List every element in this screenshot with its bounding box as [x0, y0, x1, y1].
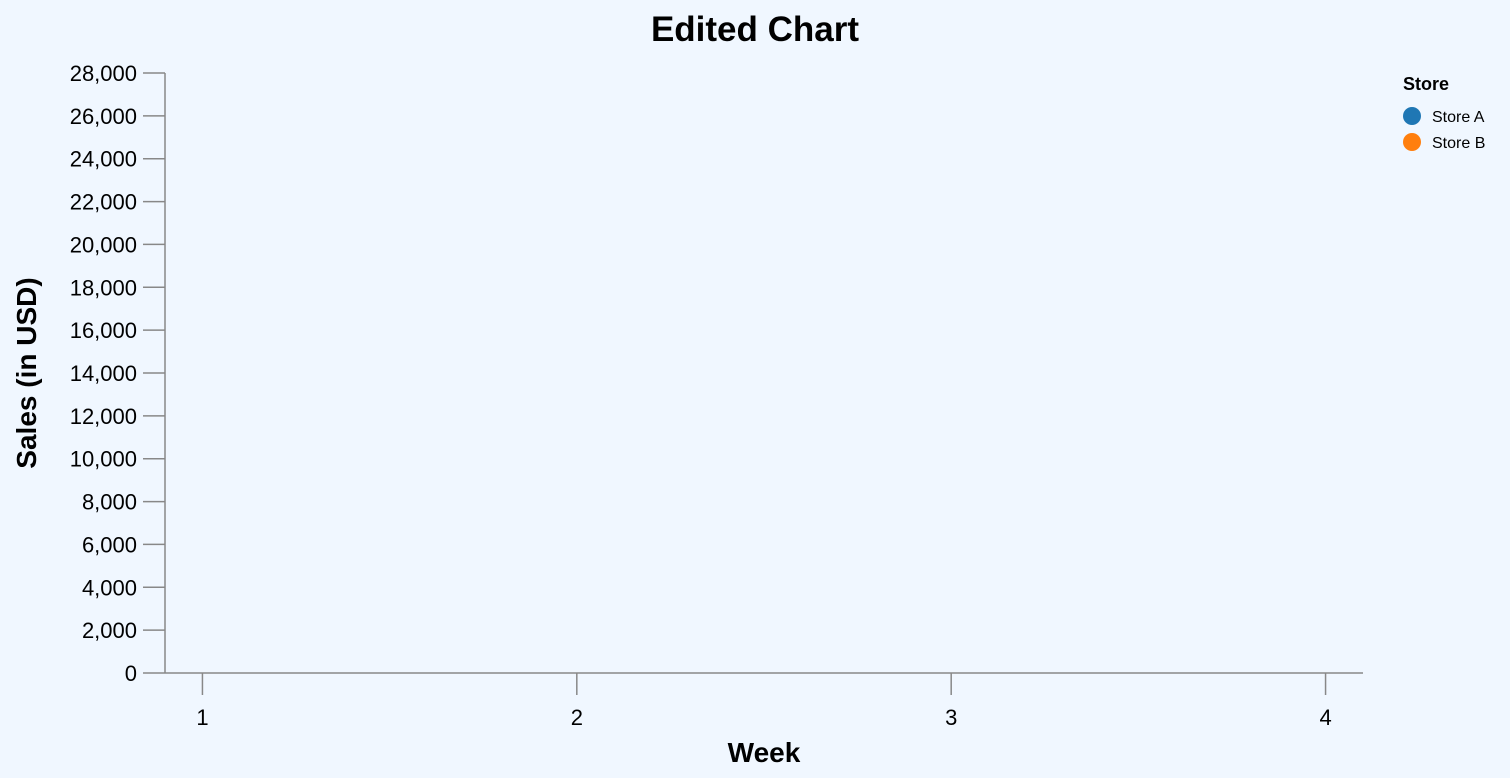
- y-tick-label: 16,000: [70, 318, 137, 343]
- legend-item: Store A: [1403, 107, 1485, 126]
- legend-item: Store B: [1403, 133, 1485, 152]
- x-tick-label: 2: [571, 705, 583, 730]
- y-tick-label: 24,000: [70, 147, 137, 172]
- y-tick-label: 28,000: [70, 61, 137, 86]
- chart-title: Edited Chart: [651, 10, 859, 49]
- legend: Store Store A Store B: [1403, 74, 1485, 152]
- y-tick-label: 6,000: [82, 532, 137, 557]
- y-tick-label: 26,000: [70, 104, 137, 129]
- legend-title: Store: [1403, 74, 1449, 94]
- y-axis-title: Sales (in USD): [11, 277, 42, 468]
- legend-label: Store B: [1432, 135, 1485, 152]
- x-axis-title: Week: [728, 737, 801, 768]
- y-tick-label: 10,000: [70, 447, 137, 472]
- legend-swatch: [1403, 133, 1421, 151]
- y-tick-label: 14,000: [70, 361, 137, 386]
- x-tick-label: 3: [945, 705, 957, 730]
- y-tick-label: 18,000: [70, 275, 137, 300]
- x-tick-label: 4: [1319, 705, 1331, 730]
- y-tick-label: 2,000: [82, 618, 137, 643]
- x-tick-label: 1: [196, 705, 208, 730]
- y-tick-label: 0: [125, 661, 137, 686]
- y-tick-label: 12,000: [70, 404, 137, 429]
- legend-swatch: [1403, 107, 1421, 125]
- x-axis: 1 2 3 4: [165, 672, 1363, 730]
- legend-label: Store A: [1432, 109, 1485, 126]
- y-tick-label: 4,000: [82, 575, 137, 600]
- y-tick-label: 20,000: [70, 232, 137, 257]
- y-axis: 0 2,000 4,000 6,000 8,000 10,000 12,000 14,000 1…: [70, 61, 166, 686]
- y-tick-label: 22,000: [70, 190, 137, 215]
- y-tick-label: 8,000: [82, 490, 137, 515]
